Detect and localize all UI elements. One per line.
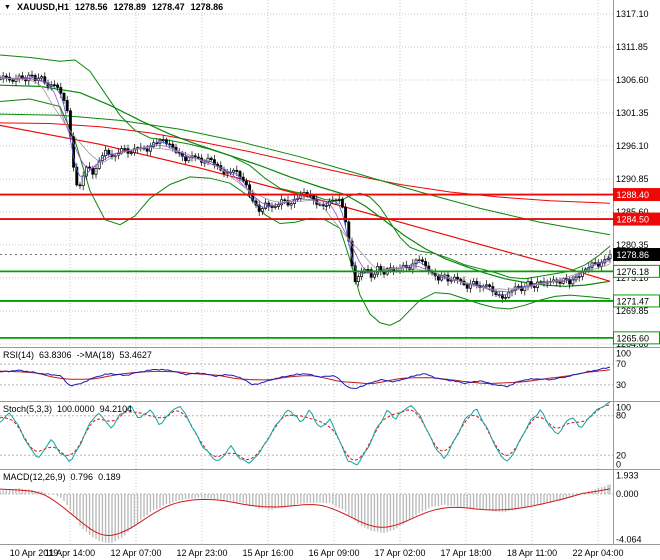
svg-text:1284.50: 1284.50 [617,215,650,225]
svg-text:0: 0 [616,460,621,470]
svg-text:70: 70 [616,359,626,369]
svg-text:1290.85: 1290.85 [616,174,649,184]
svg-text:1271.47: 1271.47 [617,296,650,306]
svg-text:1301.35: 1301.35 [616,108,649,118]
svg-text:30: 30 [616,380,626,390]
svg-text:100: 100 [616,349,631,359]
svg-text:1280.35: 1280.35 [616,240,649,250]
svg-text:1317.10: 1317.10 [616,9,649,19]
svg-text:12 Apr 23:00: 12 Apr 23:00 [176,548,227,558]
svg-text:1.933: 1.933 [616,471,639,481]
svg-text:22 Apr 04:00: 22 Apr 04:00 [572,548,623,558]
svg-text:17 Apr 18:00: 17 Apr 18:00 [440,548,491,558]
svg-text:1269.85: 1269.85 [616,306,649,316]
svg-text:15 Apr 16:00: 15 Apr 16:00 [242,548,293,558]
svg-text:1285.60: 1285.60 [616,207,649,217]
svg-text:1265.60: 1265.60 [617,333,650,343]
svg-text:17 Apr 02:00: 17 Apr 02:00 [374,548,425,558]
svg-text:100: 100 [616,403,631,413]
svg-text:1288.40: 1288.40 [617,190,650,200]
svg-text:20: 20 [616,450,626,460]
candles [0,70,612,303]
svg-text:1306.60: 1306.60 [616,75,649,85]
svg-text:1296.10: 1296.10 [616,141,649,151]
svg-text:10 Apr 2019: 10 Apr 2019 [10,548,59,558]
svg-text:1311.85: 1311.85 [616,42,648,52]
svg-text:0.000: 0.000 [616,489,639,499]
svg-text:1278.86: 1278.86 [617,250,650,260]
svg-text:1276.18: 1276.18 [617,267,650,277]
svg-text:18 Apr 11:00: 18 Apr 11:00 [507,548,557,558]
svg-text:16 Apr 09:00: 16 Apr 09:00 [308,548,359,558]
svg-text:11 Apr 14:00: 11 Apr 14:00 [45,548,95,558]
svg-text:80: 80 [616,411,626,421]
svg-text:12 Apr 07:00: 12 Apr 07:00 [110,548,161,558]
svg-text:-4.064: -4.064 [616,535,642,545]
svg-text:1275.10: 1275.10 [616,273,649,283]
